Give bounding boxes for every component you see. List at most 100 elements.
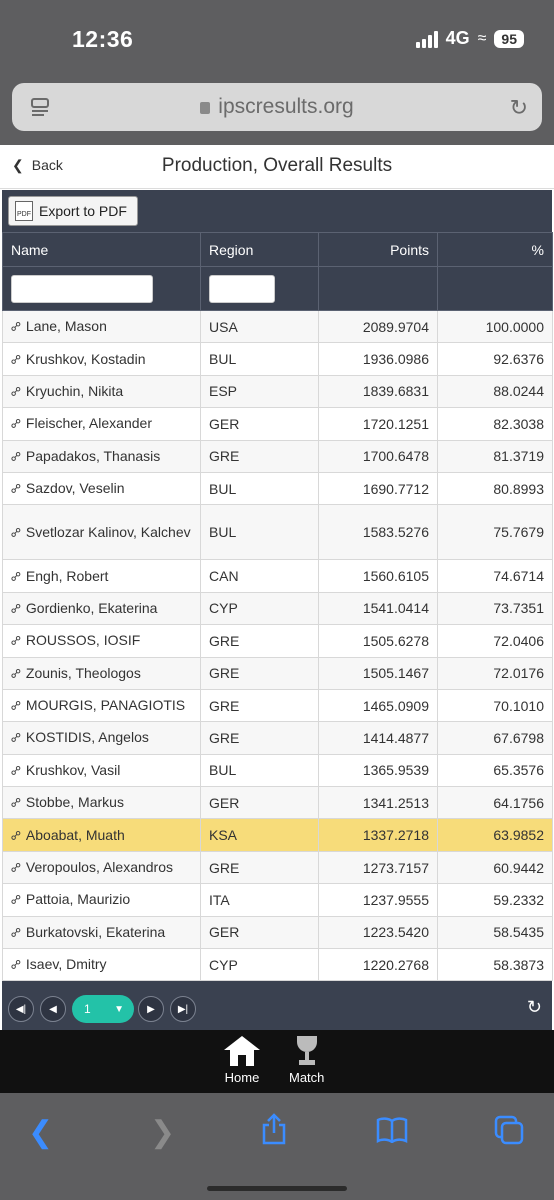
first-page-button[interactable]: ◀| xyxy=(8,996,34,1022)
table-row[interactable]: ⚯ROUSSOS, IOSIF GRE 1505.6278 72.0406 xyxy=(2,624,553,658)
cell-name[interactable]: ⚯KOSTIDIS, Angelos xyxy=(2,721,201,755)
cell-name[interactable]: ⚯Gordienko, Ekaterina xyxy=(2,591,201,626)
table-row[interactable]: ⚯Krushkov, Vasil BUL 1365.9539 65.3576 xyxy=(2,753,553,788)
link-icon[interactable]: ⚯ xyxy=(6,350,26,369)
back-arrow-icon[interactable]: ❮ xyxy=(28,1116,54,1149)
reader-icon[interactable] xyxy=(30,96,52,118)
page-select[interactable]: 1 ▼ xyxy=(72,995,134,1023)
link-icon[interactable]: ⚯ xyxy=(6,728,26,748)
link-icon[interactable]: ⚯ xyxy=(6,317,26,336)
link-icon[interactable]: ⚯ xyxy=(6,631,26,651)
link-icon[interactable]: ⚯ xyxy=(6,761,26,780)
table-row[interactable]: ⚯KOSTIDIS, Angelos GRE 1414.4877 67.6798 xyxy=(2,721,553,755)
table-row[interactable]: ⚯Stobbe, Markus GER 1341.2513 64.1756 xyxy=(2,786,553,820)
link-icon[interactable]: ⚯ xyxy=(6,382,26,401)
link-icon[interactable]: ⚯ xyxy=(6,479,26,498)
link-icon[interactable]: ⚯ xyxy=(6,447,26,466)
competitor-name[interactable]: Sazdov, Veselin xyxy=(25,480,125,497)
cell-name[interactable]: ⚯Svetlozar Kalinov, Kalchev xyxy=(2,504,201,561)
competitor-name[interactable]: Stobbe, Markus xyxy=(25,794,124,811)
competitor-name[interactable]: Krushkov, Kostadin xyxy=(25,350,146,367)
competitor-name[interactable]: Papadakos, Thanasis xyxy=(25,447,161,464)
cell-name[interactable]: ⚯Aboabat, Muath xyxy=(2,818,201,852)
link-icon[interactable]: ⚯ xyxy=(6,923,26,942)
link-icon[interactable]: ⚯ xyxy=(6,793,26,813)
cell-name[interactable]: ⚯Veropoulos, Alexandros xyxy=(2,850,201,885)
prev-page-button[interactable]: ◀ xyxy=(40,996,66,1022)
competitor-name[interactable]: Engh, Robert xyxy=(25,567,109,584)
last-page-button[interactable]: ▶| xyxy=(170,996,196,1022)
competitor-name[interactable]: Zounis, Theologos xyxy=(25,664,141,681)
link-icon[interactable]: ⚯ xyxy=(6,696,26,715)
competitor-name[interactable]: Pattoia, Maurizio xyxy=(25,891,131,908)
forward-arrow-icon[interactable]: ❯ xyxy=(150,1116,176,1149)
table-row[interactable]: ⚯Pattoia, Maurizio ITA 1237.9555 59.2332 xyxy=(2,883,553,917)
cell-name[interactable]: ⚯Krushkov, Vasil xyxy=(2,753,201,788)
table-row[interactable]: ⚯Gordienko, Ekaterina CYP 1541.0414 73.7351 xyxy=(2,591,553,626)
cell-name[interactable]: ⚯Zounis, Theologos xyxy=(2,656,201,690)
table-row[interactable]: ⚯Fleischer, Alexander GER 1720.1251 82.3038 xyxy=(2,407,553,441)
table-row[interactable]: ⚯Engh, Robert CAN 1560.6105 74.6714 xyxy=(2,559,553,593)
table-row[interactable]: ⚯MOURGIS, PANAGIOTIS GRE 1465.0909 70.1010 xyxy=(2,688,553,723)
table-row[interactable]: ⚯Lane, Mason USA 2089.9704 100.0000 xyxy=(2,309,553,344)
back-button[interactable]: ❮ Back xyxy=(12,157,63,174)
table-row[interactable]: ⚯Sazdov, Veselin BUL 1690.7712 80.8993 xyxy=(2,471,553,506)
cell-name[interactable]: ⚯ROUSSOS, IOSIF xyxy=(2,624,201,658)
share-icon[interactable] xyxy=(260,1113,288,1145)
table-row[interactable]: ⚯Kryuchin, Nikita ESP 1839.6831 88.0244 xyxy=(2,374,553,409)
table-row[interactable]: ⚯Zounis, Theologos GRE 1505.1467 72.0176 xyxy=(2,656,553,690)
cell-name[interactable]: ⚯Papadakos, Thanasis xyxy=(2,439,201,473)
competitor-name[interactable]: ROUSSOS, IOSIF xyxy=(25,632,141,649)
cell-name[interactable]: ⚯Fleischer, Alexander xyxy=(2,407,201,441)
next-page-button[interactable]: ▶ xyxy=(138,996,164,1022)
column-header-percent[interactable]: % xyxy=(437,232,553,267)
nav-home[interactable]: Home xyxy=(224,1036,260,1085)
competitor-name[interactable]: Isaev, Dmitry xyxy=(25,956,107,973)
competitor-name[interactable]: KOSTIDIS, Angelos xyxy=(25,729,149,746)
competitor-name[interactable]: Fleischer, Alexander xyxy=(25,415,152,432)
cell-name[interactable]: ⚯MOURGIS, PANAGIOTIS xyxy=(2,688,201,723)
cell-name[interactable]: ⚯Lane, Mason xyxy=(2,309,201,344)
cell-name[interactable]: ⚯Stobbe, Markus xyxy=(2,786,201,820)
cell-name[interactable]: ⚯Krushkov, Kostadin xyxy=(2,342,201,376)
competitor-name[interactable]: Gordienko, Ekaterina xyxy=(25,599,158,616)
table-row[interactable]: ⚯Burkatovski, Ekaterina GER 1223.5420 58.54… xyxy=(2,915,553,950)
cell-name[interactable]: ⚯Sazdov, Veselin xyxy=(2,471,201,506)
region-filter-input[interactable] xyxy=(209,274,275,303)
nav-match[interactable]: Match xyxy=(289,1036,324,1085)
competitor-name[interactable]: Veropoulos, Alexandros xyxy=(25,859,174,876)
name-filter-input[interactable] xyxy=(11,274,153,303)
link-icon[interactable]: ⚯ xyxy=(6,826,26,845)
export-pdf-button[interactable]: PDF Export to PDF xyxy=(8,196,138,226)
link-icon[interactable]: ⚯ xyxy=(6,955,26,975)
link-icon[interactable]: ⚯ xyxy=(6,858,26,877)
reload-icon[interactable]: ↻ xyxy=(509,95,528,120)
table-row[interactable]: ⚯Krushkov, Kostadin BUL 1936.0986 92.6376 xyxy=(2,342,553,376)
link-icon[interactable]: ⚯ xyxy=(6,599,26,618)
cell-name[interactable]: ⚯Kryuchin, Nikita xyxy=(2,374,201,409)
table-row[interactable]: ⚯Veropoulos, Alexandros GRE 1273.7157 60.94… xyxy=(2,850,553,885)
link-icon[interactable]: ⚯ xyxy=(6,523,26,542)
competitor-name[interactable]: Lane, Mason xyxy=(25,318,107,335)
competitor-name[interactable]: Aboabat, Muath xyxy=(25,826,125,843)
link-icon[interactable]: ⚯ xyxy=(6,664,26,683)
link-icon[interactable]: ⚯ xyxy=(6,890,26,910)
column-header-name[interactable]: Name xyxy=(2,232,201,267)
column-header-region[interactable]: Region xyxy=(200,232,319,267)
link-icon[interactable]: ⚯ xyxy=(6,567,26,586)
url-display[interactable]: ipscresults.org xyxy=(12,95,542,119)
cell-name[interactable]: ⚯Pattoia, Maurizio xyxy=(2,883,201,917)
table-row[interactable]: ⚯Papadakos, Thanasis GRE 1700.6478 81.3719 xyxy=(2,439,553,473)
competitor-name[interactable]: Burkatovski, Ekaterina xyxy=(25,923,166,940)
table-row[interactable]: ⚯Isaev, Dmitry CYP 1220.2768 58.3873 xyxy=(2,948,553,982)
cell-name[interactable]: ⚯Burkatovski, Ekaterina xyxy=(2,915,201,950)
competitor-name[interactable]: MOURGIS, PANAGIOTIS xyxy=(25,697,186,714)
tabs-icon[interactable] xyxy=(494,1115,524,1145)
link-icon[interactable]: ⚯ xyxy=(6,414,26,434)
cell-name[interactable]: ⚯Engh, Robert xyxy=(2,559,201,593)
competitor-name[interactable]: Krushkov, Vasil xyxy=(25,761,121,778)
competitor-name[interactable]: Kryuchin, Nikita xyxy=(25,382,124,399)
refresh-icon[interactable]: ↻ xyxy=(526,997,542,1017)
competitor-name[interactable]: Svetlozar Kalinov, Kalchev xyxy=(25,523,191,540)
column-header-points[interactable]: Points xyxy=(318,232,438,267)
